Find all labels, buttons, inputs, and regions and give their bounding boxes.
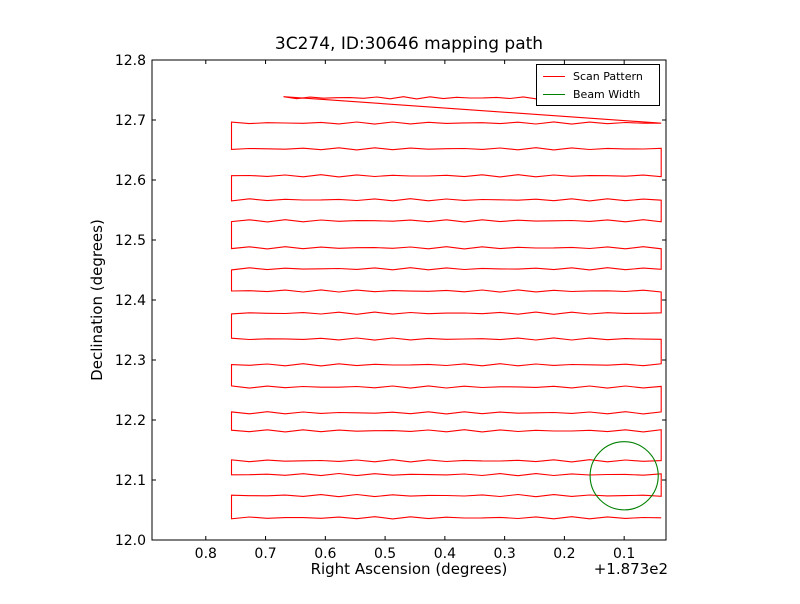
scan-pattern-line: [230, 96, 662, 520]
y-tick-label: 12.1: [115, 473, 146, 489]
y-tick-label: 12.2: [115, 413, 146, 429]
y-axis-label: Declination (degrees): [88, 219, 106, 381]
legend-item-beam-width: Beam Width: [543, 86, 640, 102]
y-tick-label: 12.0: [115, 533, 146, 549]
legend: Scan Pattern Beam Width: [536, 64, 660, 106]
x-tick-label: 0.2: [553, 546, 575, 562]
x-axis-label: Right Ascension (degrees): [310, 560, 508, 578]
y-ticks: 12.0 12.1 12.2 12.3 12.4 12.5 12.6 12.7 12.8: [115, 53, 666, 549]
chart-title: 3C274, ID:30646 mapping path: [274, 34, 544, 54]
beam-width-circle: [589, 441, 659, 511]
x-ticks: 0.8 0.7 0.6 0.5 0.4 0.3 0.2 0.1: [195, 60, 635, 562]
axes-frame: [151, 59, 667, 541]
y-tick-label: 12.4: [115, 293, 146, 309]
legend-label-scan-pattern: Scan Pattern: [573, 69, 643, 83]
legend-label-beam-width: Beam Width: [573, 87, 641, 101]
y-tick-label: 12.7: [115, 113, 146, 129]
x-tick-label: 0.4: [434, 546, 456, 562]
legend-swatch-beam-width: [543, 93, 565, 95]
y-tick-label: 12.3: [115, 353, 146, 369]
legend-swatch-scan-pattern: [543, 75, 565, 77]
x-tick-label: 0.6: [314, 546, 336, 562]
x-tick-label: 0.7: [254, 546, 276, 562]
y-tick-label: 12.6: [115, 173, 146, 189]
scan-pattern-layer: [230, 96, 662, 520]
x-tick-label: 0.3: [493, 546, 515, 562]
legend-item-scan-pattern: Scan Pattern: [543, 68, 643, 84]
beam-width-layer: [589, 441, 659, 511]
y-tick-label: 12.8: [115, 53, 146, 69]
x-tick-label: 0.1: [613, 546, 635, 562]
x-tick-label: 0.8: [195, 546, 217, 562]
y-tick-label: 12.5: [115, 233, 146, 249]
x-axis-offset-text: +1.873e2: [593, 560, 668, 578]
x-tick-label: 0.5: [374, 546, 396, 562]
